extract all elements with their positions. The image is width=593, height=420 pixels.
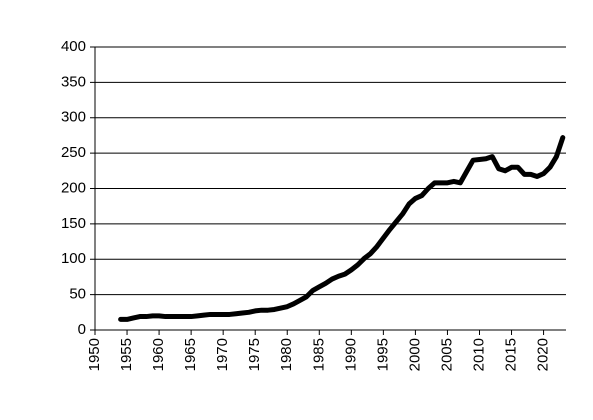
x-tick-label: 2020 [535,338,552,371]
y-tick-label: 350 [61,73,86,90]
y-tick-label: 50 [69,286,86,303]
y-tick-label: 250 [61,144,86,161]
y-tick-label: 150 [61,215,86,232]
x-tick-label: 2010 [470,338,487,371]
x-tick-label: 1955 [118,338,135,371]
x-tick-label: 1975 [246,338,263,371]
y-tick-label: 100 [61,250,86,267]
x-tick-label: 1960 [150,338,167,371]
x-tick-label: 1965 [182,338,199,371]
x-tick-label: 2000 [406,338,423,371]
x-tick-label: 1950 [86,338,103,371]
x-tick-label: 2015 [502,338,519,371]
data-line [118,135,566,322]
x-tick-label: 1990 [342,338,359,371]
y-tick-label: 300 [61,109,86,126]
x-tick-label: 2005 [438,338,455,371]
y-tick-label: 0 [78,321,86,338]
x-tick-label: 1980 [278,338,295,371]
y-tick-label: 400 [61,38,86,55]
x-tick-label: 1985 [310,338,327,371]
x-tick-label: 1995 [374,338,391,371]
x-tick-label: 1970 [214,338,231,371]
y-tick-label: 200 [61,179,86,196]
